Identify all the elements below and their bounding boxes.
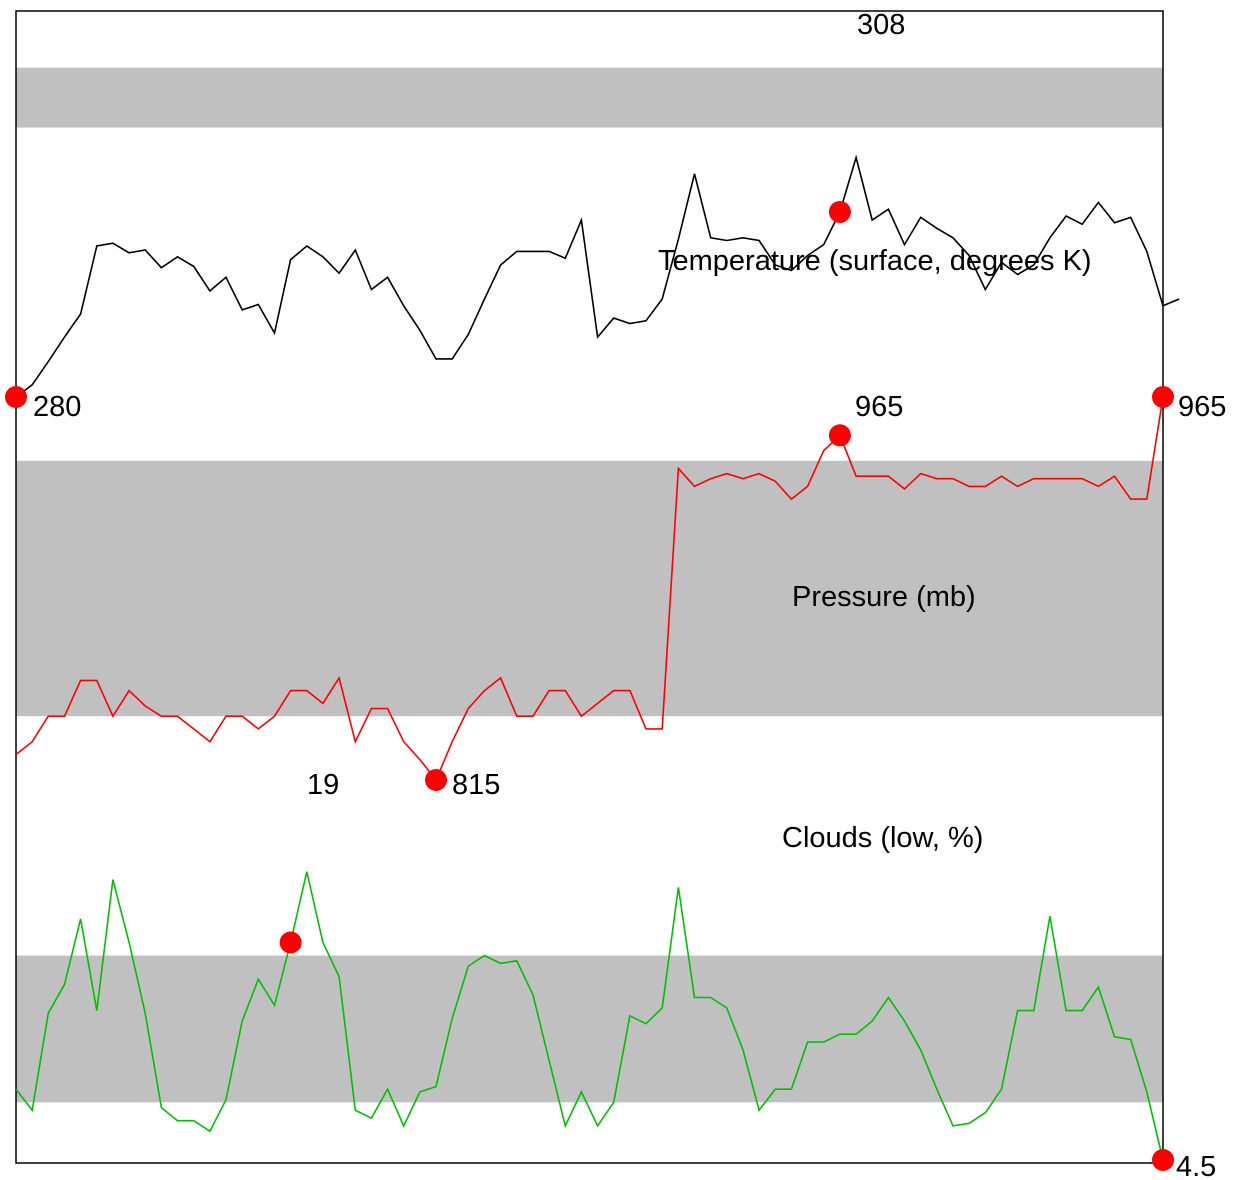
temperature-max-marker [828, 200, 851, 223]
clouds-max-label: 19 [307, 769, 339, 801]
pressure-series-label: Pressure (mb) [792, 581, 976, 613]
pressure-max-marker-2 [1152, 386, 1174, 408]
temperature-band [16, 67, 1163, 128]
temperature-min-marker [5, 386, 27, 408]
pressure-min-label: 815 [452, 769, 500, 801]
series-lines [15, 154, 1180, 1161]
pressure-min-marker [425, 769, 448, 791]
temperature-series-label: Temperature (surface, degrees K) [658, 245, 1092, 277]
normal-range-bands [16, 67, 1163, 1103]
pressure-band [16, 460, 1163, 717]
pressure-max-marker-1 [828, 424, 851, 447]
clouds-min-label: 4.5 [1176, 1151, 1216, 1180]
extreme-markers [5, 200, 1174, 1171]
pressure-last-label: 965 [1178, 391, 1226, 423]
clouds-max-marker [279, 931, 302, 954]
clouds-series-label: Clouds (low, %) [782, 822, 983, 854]
temperature-min-label: 280 [33, 391, 81, 423]
clouds-line [15, 871, 1164, 1161]
temperature-max-label: 308 [857, 9, 905, 41]
pressure-line [15, 396, 1164, 782]
clouds-band [16, 955, 1163, 1103]
pressure-max-label: 965 [855, 391, 903, 423]
clouds-min-marker [1152, 1149, 1174, 1171]
temperature-line [15, 154, 1180, 398]
plot-frame [15, 10, 1164, 1164]
